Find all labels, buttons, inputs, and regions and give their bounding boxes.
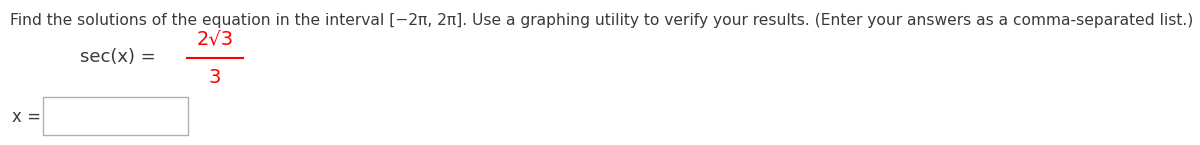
Text: 3: 3 <box>209 68 221 87</box>
Text: x =: x = <box>12 108 41 126</box>
Bar <box>43 97 188 135</box>
Text: 2√3: 2√3 <box>197 29 234 48</box>
Text: sec(x) =: sec(x) = <box>80 48 162 66</box>
Text: Find the solutions of the equation in the interval [−2π, 2π]. Use a graphing uti: Find the solutions of the equation in th… <box>10 13 1193 28</box>
